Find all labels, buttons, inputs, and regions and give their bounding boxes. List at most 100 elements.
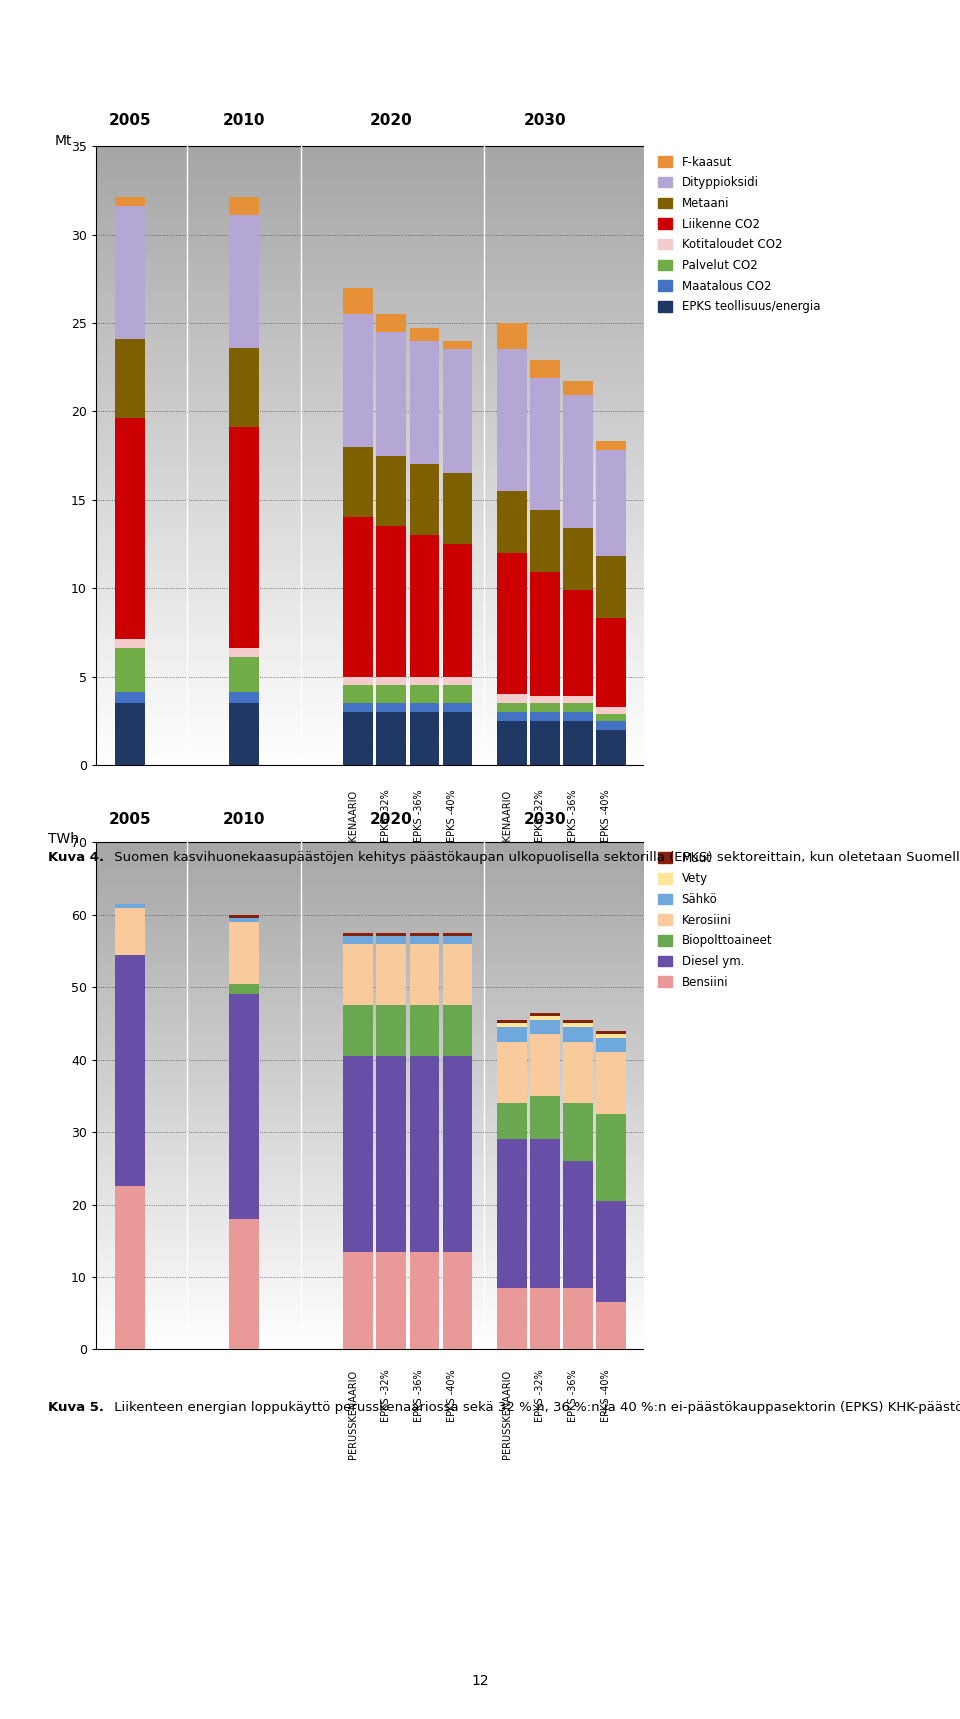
Bar [443, 944, 472, 1006]
Bar [229, 657, 259, 693]
Text: 2010: 2010 [223, 811, 266, 827]
Text: PERUSSKENAARIO: PERUSSKENAARIO [348, 789, 358, 878]
Bar [497, 1104, 527, 1140]
Bar [344, 712, 373, 765]
Bar [443, 1251, 472, 1349]
Bar [530, 572, 560, 696]
Bar [443, 677, 472, 686]
Bar [530, 1016, 560, 1019]
Bar [564, 1042, 593, 1104]
Bar [530, 1012, 560, 1016]
Text: Kuva 4.: Kuva 4. [48, 851, 104, 865]
Bar [376, 677, 406, 686]
Bar [410, 1006, 439, 1055]
Bar [344, 447, 373, 517]
Text: Kuva 5.: Kuva 5. [48, 1401, 104, 1415]
Bar [530, 378, 560, 511]
Bar [376, 526, 406, 677]
Text: 2010: 2010 [223, 112, 266, 127]
Bar [596, 442, 626, 450]
Bar [497, 1023, 527, 1026]
Text: EPKS -36%: EPKS -36% [568, 789, 578, 842]
Bar [410, 535, 439, 677]
Bar [115, 198, 145, 206]
Legend: F-kaasut, Dityppioksidi, Metaani, Liikenne CO2, Kotitaloudet CO2, Palvelut CO2, : F-kaasut, Dityppioksidi, Metaani, Liiken… [655, 151, 824, 316]
Bar [530, 1140, 560, 1288]
Bar [229, 648, 259, 657]
Bar [564, 1160, 593, 1288]
Bar [530, 1019, 560, 1035]
Bar [376, 703, 406, 712]
Bar [115, 693, 145, 703]
Bar [115, 339, 145, 418]
Text: PERUSSKENAARIO: PERUSSKENAARIO [502, 1370, 512, 1459]
Bar [410, 328, 439, 340]
Bar [497, 1026, 527, 1042]
Bar [115, 206, 145, 339]
Bar [497, 492, 527, 554]
Bar [115, 1186, 145, 1349]
Bar [497, 323, 527, 349]
Bar [344, 677, 373, 686]
Bar [497, 1042, 527, 1104]
Bar [564, 720, 593, 765]
Bar [376, 933, 406, 937]
Bar [497, 349, 527, 492]
Bar [596, 720, 626, 729]
Text: EPKS -40%: EPKS -40% [447, 789, 457, 842]
Bar [530, 720, 560, 765]
Bar [497, 1140, 527, 1288]
Bar [530, 359, 560, 378]
Bar [564, 1104, 593, 1160]
Bar [564, 1019, 593, 1023]
Bar [564, 703, 593, 712]
Bar [410, 937, 439, 944]
Bar [344, 1006, 373, 1055]
Bar [229, 428, 259, 648]
Text: PERUSSKENAARIO: PERUSSKENAARIO [502, 789, 512, 878]
Bar [443, 543, 472, 677]
Bar [376, 712, 406, 765]
Bar [376, 1251, 406, 1349]
Bar [410, 933, 439, 937]
Text: EPKS -32%: EPKS -32% [381, 789, 392, 842]
Bar [115, 418, 145, 639]
Bar [443, 937, 472, 944]
Bar [344, 1055, 373, 1251]
Bar [596, 707, 626, 713]
Text: EPKS -40%: EPKS -40% [601, 789, 612, 842]
Bar [229, 994, 259, 1219]
Text: 2030: 2030 [524, 112, 566, 127]
Bar [596, 450, 626, 557]
Bar [344, 686, 373, 703]
Text: 2005: 2005 [108, 112, 152, 127]
Bar [115, 639, 145, 648]
Bar [229, 347, 259, 428]
Bar [564, 696, 593, 703]
Bar [497, 720, 527, 765]
Bar [376, 315, 406, 332]
Text: PERUSSKENAARIO: PERUSSKENAARIO [348, 1370, 358, 1459]
Bar [530, 1035, 560, 1097]
Bar [596, 729, 626, 765]
Text: Liikenteen energian loppukäyttö perusskenaariossa sekä 32 %:n, 36 %:n ja 40 %:n : Liikenteen energian loppukäyttö perusske… [110, 1401, 960, 1415]
Text: EPKS -40%: EPKS -40% [601, 1370, 612, 1422]
Bar [410, 464, 439, 535]
Bar [344, 1251, 373, 1349]
Bar [596, 557, 626, 619]
Text: 2020: 2020 [370, 112, 412, 127]
Bar [443, 349, 472, 473]
Bar [344, 703, 373, 712]
Text: EPKS -36%: EPKS -36% [568, 1370, 578, 1422]
Bar [497, 1019, 527, 1023]
Bar [115, 954, 145, 1186]
Bar [530, 712, 560, 720]
Legend: Muut, Vety, Sähkö, Kerosiini, Biopolttoaineet, Diesel ym., Bensiini: Muut, Vety, Sähkö, Kerosiini, Biopolttoa… [655, 847, 776, 992]
Bar [344, 287, 373, 315]
Bar [229, 693, 259, 703]
Bar [564, 712, 593, 720]
Bar [596, 713, 626, 720]
Bar [229, 918, 259, 921]
Text: EPKS -32%: EPKS -32% [381, 1370, 392, 1422]
Bar [443, 340, 472, 349]
